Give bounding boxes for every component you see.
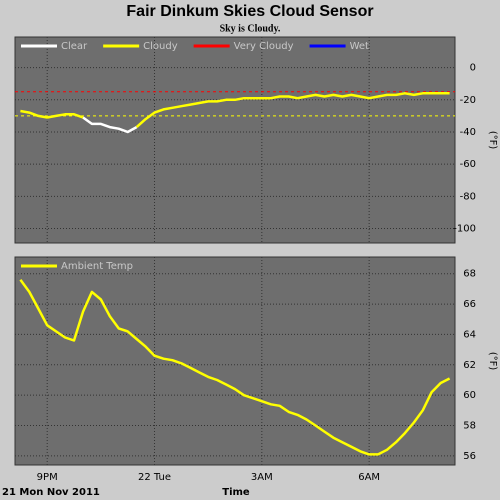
- y-tick-label: -40: [460, 127, 476, 138]
- y-tick-label: -60: [460, 159, 476, 170]
- y-tick-label: -20: [460, 95, 476, 106]
- y-tick-label: 64: [463, 329, 476, 340]
- y-axis-label: (°F): [487, 131, 498, 150]
- legend-label: Clear: [61, 41, 88, 52]
- x-tick-label: 9PM: [37, 472, 58, 483]
- y-tick-label: 60: [463, 390, 476, 401]
- series-line: [82, 116, 138, 134]
- plot-area: [14, 256, 456, 466]
- y-tick-label: 62: [463, 360, 476, 371]
- series-line: [20, 92, 450, 129]
- legend-label: Very Cloudy: [234, 41, 294, 52]
- y-tick-label: 56: [463, 451, 476, 462]
- y-tick-label: 58: [463, 421, 476, 432]
- chart-title: Fair Dinkum Skies Cloud Sensor: [126, 3, 373, 20]
- x-tick-label: 3AM: [251, 472, 273, 483]
- y-tick-label: 68: [463, 269, 476, 280]
- chart-subtitle: Sky is Cloudy.: [220, 23, 281, 34]
- legend-label: Cloudy: [143, 41, 178, 52]
- date-label: 21 Mon Nov 2011: [2, 487, 100, 498]
- x-tick-label: 6AM: [358, 472, 380, 483]
- y-axis-label: (°F): [487, 352, 498, 371]
- legend-label: Ambient Temp: [61, 261, 133, 272]
- y-tick-label: -100: [453, 224, 476, 235]
- x-axis-label: Time: [222, 487, 250, 498]
- y-tick-label: -80: [460, 191, 476, 202]
- series-line: [19, 279, 451, 456]
- plot-area: [14, 36, 456, 244]
- y-tick-label: 66: [463, 299, 476, 310]
- legend-label: Wet: [350, 41, 369, 52]
- x-tick-label: 22 Tue: [138, 472, 171, 483]
- y-tick-label: 0: [470, 63, 476, 74]
